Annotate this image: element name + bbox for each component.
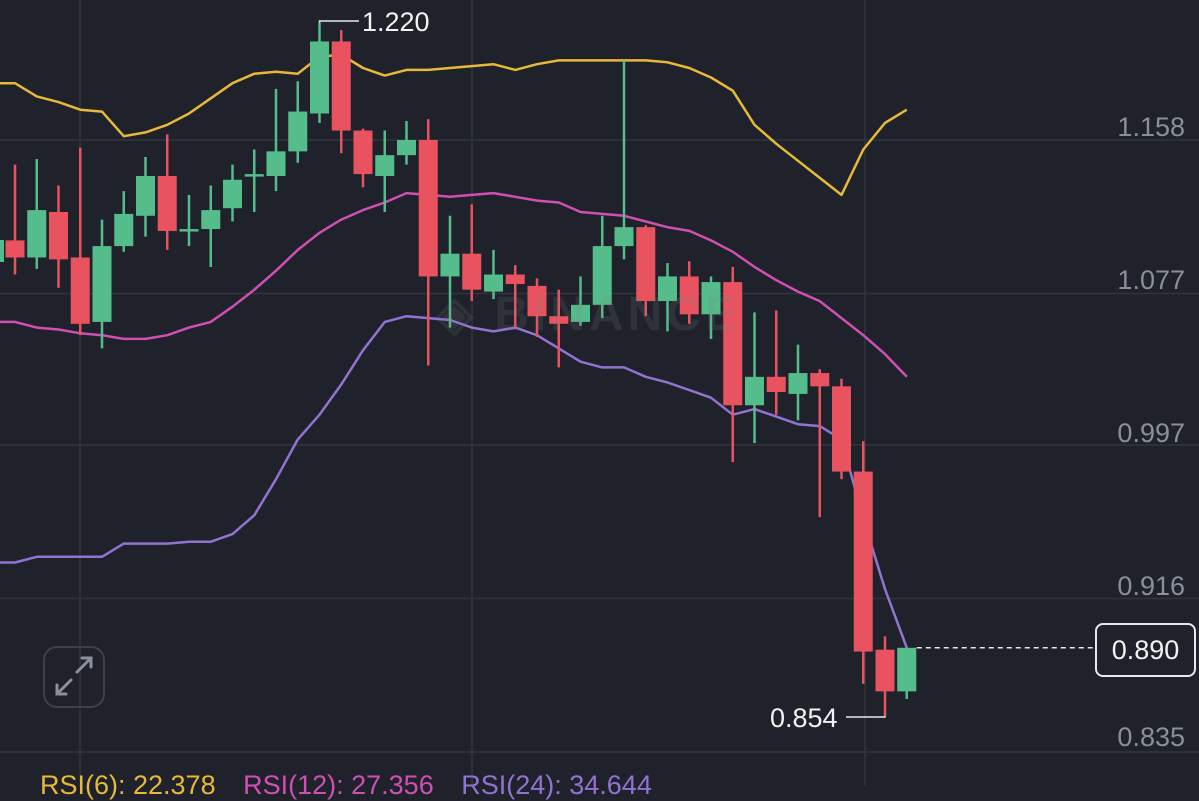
- candle-body: [505, 274, 525, 284]
- candle-body: [5, 240, 25, 258]
- candle-body: [353, 130, 373, 175]
- candle-body: [418, 140, 438, 277]
- candle-body: [788, 373, 808, 394]
- bollinger-bands: [0, 53, 908, 649]
- candle-body: [549, 316, 569, 324]
- candle-body: [179, 229, 199, 232]
- candle-body: [701, 282, 721, 315]
- candle-body: [310, 41, 329, 114]
- candle-body: [527, 285, 547, 317]
- candle-body: [484, 274, 503, 292]
- candle-body: [49, 212, 68, 260]
- rsi-12-value: RSI(12): 27.356: [243, 770, 434, 800]
- candle-body: [462, 253, 482, 290]
- current-price-label: 0.890: [1095, 623, 1196, 677]
- rsi-6-value: RSI(6): 22.378: [40, 770, 216, 800]
- candle-body: [745, 376, 764, 406]
- candle-body: [875, 649, 895, 692]
- candle-body: [723, 282, 743, 406]
- candle-body: [679, 276, 699, 315]
- rsi-24-value: RSI(24): 34.644: [461, 770, 652, 800]
- candle-body: [0, 240, 4, 262]
- candle-body: [288, 111, 308, 152]
- y-tick-label: 1.077: [1117, 265, 1185, 295]
- candle-body: [832, 386, 851, 472]
- candle-body: [853, 471, 873, 652]
- low-price-label: 0.854: [770, 703, 838, 733]
- candle-body: [810, 373, 830, 387]
- candle-body: [157, 176, 177, 231]
- high-price-label: 1.220: [362, 7, 430, 37]
- candle-body: [571, 304, 590, 322]
- expand-arrows-icon: [55, 656, 93, 696]
- y-tick-label: 0.835: [1117, 722, 1185, 752]
- candle-body: [440, 253, 460, 277]
- y-tick-label: 1.158: [1117, 112, 1185, 142]
- candle-body: [397, 140, 416, 156]
- middle-band-line: [0, 191, 908, 378]
- candle-body: [244, 174, 264, 177]
- candle-body: [592, 246, 612, 305]
- candle-body: [114, 213, 134, 247]
- candle-body: [897, 647, 917, 692]
- candle-body: [636, 227, 656, 302]
- upper-band-line: [0, 53, 908, 197]
- y-tick-label: 0.997: [1117, 418, 1185, 448]
- fullscreen-button[interactable]: [43, 646, 105, 708]
- high-marker-line: [318, 20, 359, 23]
- y-tick-label: 0.916: [1117, 571, 1185, 601]
- candle-body: [766, 376, 786, 392]
- candle-body: [92, 246, 112, 322]
- candle-body: [201, 210, 221, 230]
- candle-body: [658, 276, 677, 302]
- candle-body: [27, 210, 47, 258]
- binance-watermark: ◈ BINANCE: [436, 288, 741, 341]
- candle-body: [331, 41, 351, 131]
- annotations: [318, 20, 1095, 718]
- candle-body: [136, 176, 155, 216]
- candle-body: [375, 155, 395, 176]
- low-marker-line: [846, 716, 886, 718]
- candles: [0, 22, 917, 716]
- candle-body: [70, 257, 90, 324]
- candle-body: [266, 151, 286, 176]
- candle-body: [614, 227, 634, 247]
- candle-body: [223, 179, 242, 209]
